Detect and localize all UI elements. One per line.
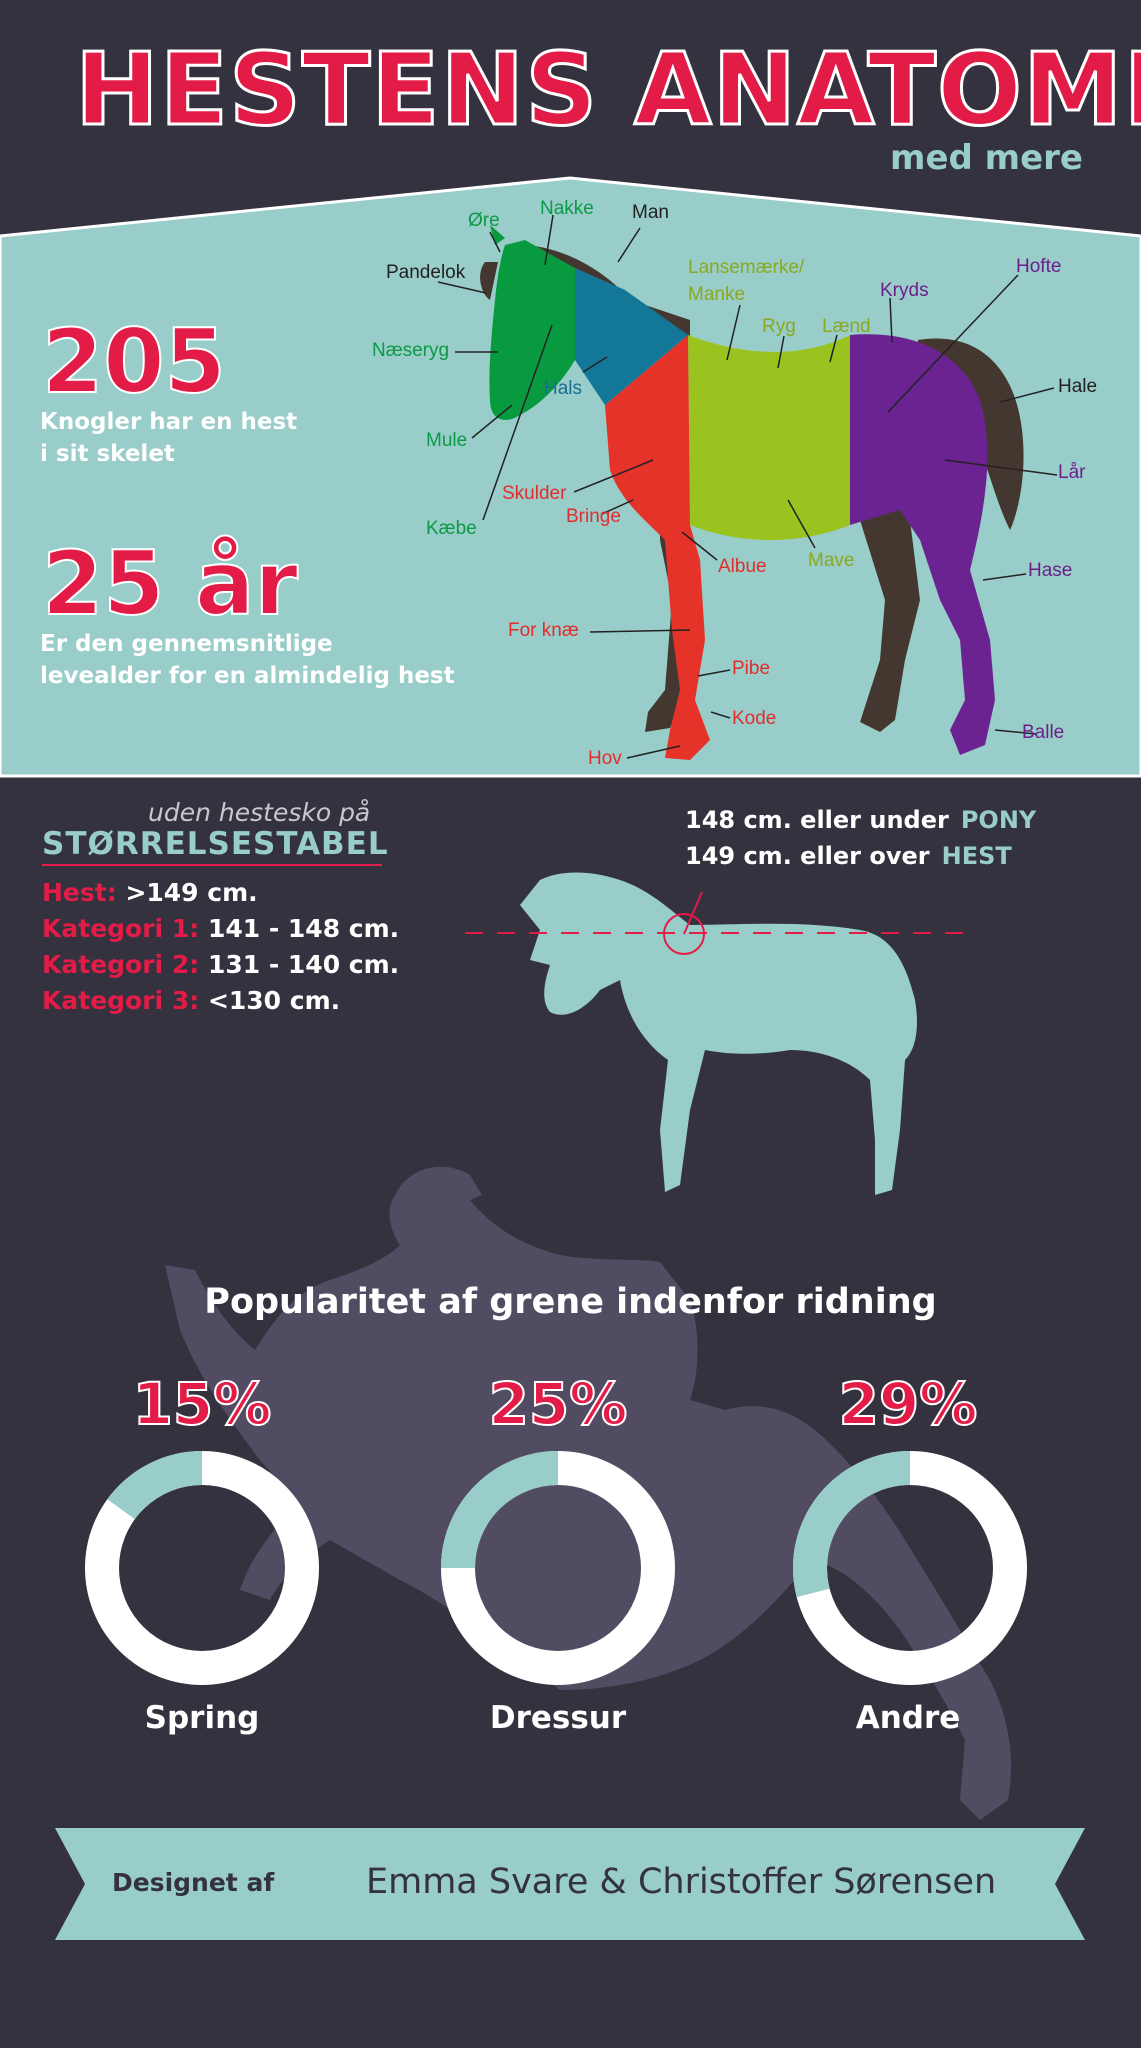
label-balle: Balle [1022, 722, 1065, 743]
label-man: Man [632, 202, 669, 223]
label-kode: Kode [732, 708, 777, 729]
label-laend: Lænd [822, 316, 871, 337]
footer-names: Emma Svare & Christoffer Sørensen [366, 1862, 997, 1902]
barrel-region [688, 335, 850, 540]
pct-andre: 29% [838, 1369, 979, 1439]
bones-count: 205 [41, 310, 227, 413]
label-mule: Mule [426, 430, 468, 451]
hindquarter-region [850, 334, 995, 755]
label-nakke: Nakke [540, 198, 594, 219]
label-skulder: Skulder [502, 483, 567, 504]
withers-marker-line [683, 891, 703, 935]
pony-silhouette [520, 872, 917, 1195]
size-note: uden hestesko på [148, 798, 371, 827]
lifespan-label-2: levealder for en almindelig hest [40, 663, 455, 689]
label-lansemaerke: Lansemærke/ [688, 257, 805, 278]
label-kryds: Kryds [880, 280, 929, 301]
withers-marker-circle [663, 913, 705, 955]
size-row-kat2: Kategori 2: 131 - 140 cm. [42, 950, 400, 979]
label-lar: Lår [1058, 462, 1086, 483]
size-table-title: STØRRELSESTABEL [42, 826, 389, 862]
label-ryg: Ryg [762, 316, 796, 337]
shoulder-foreleg-region [605, 335, 710, 760]
size-row-kat3: Kategori 3: <130 cm. [42, 986, 341, 1015]
label-hase: Hase [1028, 560, 1073, 581]
lifespan-label-1: Er den gennemsnitlige [40, 631, 333, 657]
label-hale: Hale [1058, 376, 1098, 397]
label-hov: Hov [588, 748, 622, 769]
size-table-underline [42, 864, 382, 866]
footer-banner [55, 1828, 1085, 1940]
popularity-title: Popularitet af grene indenfor ridning [204, 1282, 937, 1322]
label-kaebe: Kæbe [426, 518, 477, 539]
size-row-kat1: Kategori 1: 141 - 148 cm. [42, 914, 400, 943]
label-forknae: For knæ [508, 620, 579, 641]
hest-line: 149 cm. eller over HEST [685, 842, 1012, 870]
cat-dressur: Dressur [489, 1700, 627, 1736]
forelock [480, 262, 498, 300]
anatomy-panel-background [0, 176, 1141, 778]
donut-segment-1 [441, 1451, 675, 1685]
bones-label-1: Knogler har en hest [40, 409, 298, 435]
label-naeseryg: Næseryg [372, 340, 450, 361]
donut-segment-0 [84, 1451, 319, 1686]
label-mave: Mave [808, 550, 855, 571]
head-region [489, 240, 575, 420]
page-title: HESTENS ANATOMI [74, 31, 1141, 148]
cat-andre: Andre [855, 1700, 961, 1736]
cat-spring: Spring [144, 1700, 260, 1736]
pct-spring: 15% [132, 1369, 273, 1439]
label-albue: Albue [718, 556, 767, 577]
page-subtitle: med mere [890, 138, 1083, 178]
footer-label: Designet af [112, 1868, 275, 1897]
neck-region [575, 268, 688, 405]
donut-segment-2 [792, 1451, 1027, 1685]
bones-label-2: i sit skelet [40, 441, 175, 467]
rider-jumping-silhouette [165, 1166, 1011, 1820]
size-row-hest: Hest: >149 cm. [42, 878, 258, 907]
label-pibe: Pibe [732, 658, 771, 679]
pct-dressur: 25% [488, 1369, 629, 1439]
label-hofte: Hofte [1016, 256, 1062, 277]
lifespan-value: 25 år [41, 532, 299, 635]
pony-line: 148 cm. eller under PONY [685, 806, 1037, 834]
label-bringe: Bringe [566, 506, 621, 527]
leader-lines [437, 214, 1058, 759]
label-manke: Manke [688, 284, 746, 305]
label-hals: Hals [544, 378, 583, 399]
near-hind-leg [860, 480, 920, 732]
label-pandelok: Pandelok [386, 262, 466, 283]
horse-anatomy-illustration [437, 214, 1058, 760]
label-ore: Øre [468, 210, 500, 231]
